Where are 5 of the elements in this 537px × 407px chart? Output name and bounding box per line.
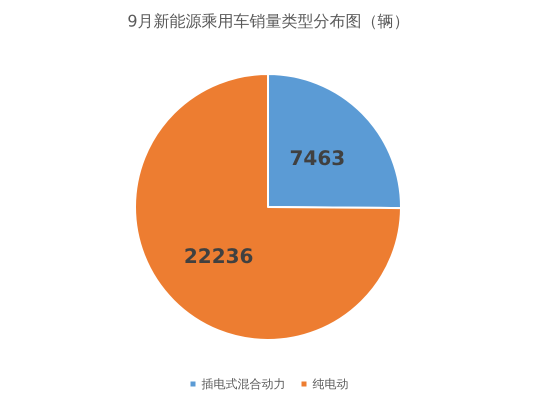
legend-label: 纯电动 xyxy=(312,377,348,391)
chart-title: 9月新能源乘用车销量类型分布图（辆） xyxy=(127,12,410,30)
data-label: 22236 xyxy=(184,244,254,268)
data-label: 7463 xyxy=(290,146,346,170)
legend-label: 插电式混合动力 xyxy=(202,377,286,391)
